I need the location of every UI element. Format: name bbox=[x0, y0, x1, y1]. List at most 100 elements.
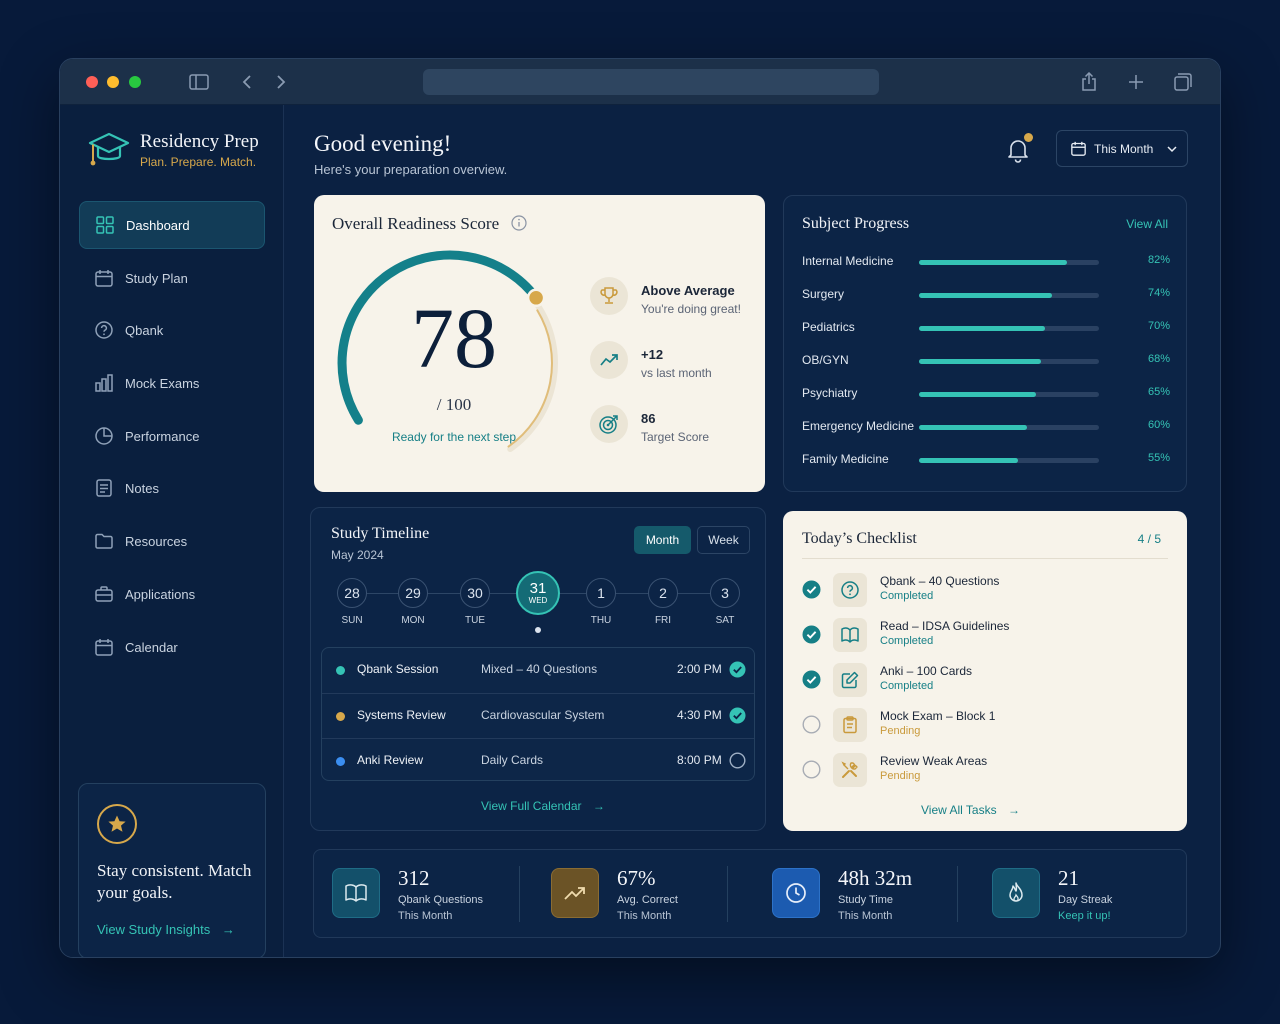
checklist-item[interactable]: Read – IDSA Guidelines Completed bbox=[802, 618, 1168, 658]
check-circle-icon[interactable] bbox=[802, 580, 821, 599]
address-bar[interactable] bbox=[423, 69, 879, 95]
arrow-right-icon: → bbox=[592, 799, 605, 813]
sidebar-toggle-icon[interactable] bbox=[188, 71, 210, 93]
check-circle-icon[interactable] bbox=[802, 670, 821, 689]
subject-name: Internal Medicine bbox=[802, 254, 894, 268]
stat-label: Qbank Questions bbox=[398, 894, 483, 906]
subject-progress-track bbox=[919, 326, 1099, 331]
calendar-icon bbox=[95, 639, 113, 656]
checklist-card: Today’s Checklist 4 / 5 Qbank – 40 Quest… bbox=[783, 511, 1187, 831]
subject-row: Surgery 74% bbox=[802, 285, 1170, 305]
sidebar-item-label: Resources bbox=[125, 533, 188, 549]
sidebar-item-notes[interactable]: Notes bbox=[79, 464, 265, 512]
arrow-right-icon: → bbox=[221, 922, 235, 937]
check-circle-icon[interactable] bbox=[729, 661, 746, 678]
session-row[interactable]: Qbank Session Mixed – 40 Questions 2:00 PM bbox=[322, 648, 754, 692]
checklist-item[interactable]: Anki – 100 Cards Completed bbox=[802, 663, 1168, 703]
subject-progress-fill bbox=[919, 260, 1067, 265]
checklist-item[interactable]: Review Weak Areas Pending bbox=[802, 753, 1168, 793]
stat-period: This Month bbox=[617, 910, 672, 922]
empty-circle-icon[interactable] bbox=[802, 715, 821, 734]
trophy-icon bbox=[590, 277, 628, 315]
notes-icon bbox=[96, 479, 112, 497]
folder-icon bbox=[95, 533, 113, 549]
subject-progress-card: Subject Progress View All Internal Medic… bbox=[783, 195, 1187, 492]
day-31[interactable]: 31 WED bbox=[516, 571, 560, 615]
tools-icon bbox=[833, 753, 867, 787]
sidebar-item-study-plan[interactable]: Study Plan bbox=[79, 254, 265, 302]
calendar-icon bbox=[1071, 141, 1086, 156]
share-icon[interactable] bbox=[1078, 71, 1100, 93]
sidebar-item-mock-exams[interactable]: Mock Exams bbox=[79, 359, 265, 407]
session-color-dot bbox=[336, 757, 345, 766]
new-tab-icon[interactable] bbox=[1125, 71, 1147, 93]
day-number: 1 bbox=[597, 585, 605, 601]
brand-title: Residency Prep bbox=[140, 131, 259, 152]
session-description: Cardiovascular System bbox=[481, 708, 605, 722]
stat-change-sub: vs last month bbox=[641, 366, 712, 380]
checklist-item[interactable]: Mock Exam – Block 1 Pending bbox=[802, 708, 1168, 748]
check-circle-icon[interactable] bbox=[802, 625, 821, 644]
sidebar-item-performance[interactable]: Performance bbox=[79, 412, 265, 460]
maximize-window-button[interactable] bbox=[129, 76, 141, 88]
day-label: THU bbox=[590, 615, 612, 626]
minimize-window-button[interactable] bbox=[107, 76, 119, 88]
page-subtitle: Here's your preparation overview. bbox=[314, 162, 508, 177]
subject-percent: 82% bbox=[1147, 254, 1170, 266]
sidebar-item-dashboard[interactable]: Dashboard bbox=[79, 201, 265, 249]
empty-circle-icon[interactable] bbox=[802, 760, 821, 779]
back-icon[interactable] bbox=[236, 71, 258, 93]
session-name: Systems Review bbox=[357, 708, 446, 722]
sidebar-item-calendar[interactable]: Calendar bbox=[79, 623, 265, 671]
day-30[interactable]: 30 bbox=[460, 578, 490, 608]
subject-progress-track bbox=[919, 293, 1099, 298]
sidebar-item-label: Notes bbox=[125, 480, 159, 496]
subject-row: Internal Medicine 82% bbox=[802, 252, 1170, 272]
gauge-progress-arc bbox=[337, 250, 541, 425]
subject-progress-track bbox=[919, 359, 1099, 364]
trend-up-icon bbox=[551, 868, 599, 918]
view-full-calendar-link[interactable]: View Full Calendar → bbox=[481, 799, 605, 813]
view-study-insights-link[interactable]: View Study Insights → bbox=[97, 922, 235, 937]
day-1[interactable]: 1 bbox=[586, 578, 616, 608]
day-3[interactable]: 3 bbox=[710, 578, 740, 608]
view-all-subjects-link[interactable]: View All bbox=[1126, 217, 1168, 231]
session-description: Mixed – 40 Questions bbox=[481, 662, 598, 676]
session-name: Anki Review bbox=[357, 753, 424, 767]
day-28[interactable]: 28 bbox=[337, 578, 367, 608]
sidebar-item-label: Qbank bbox=[125, 322, 164, 338]
checklist-item-status: Completed bbox=[880, 635, 934, 647]
tab-week[interactable]: Week bbox=[697, 526, 750, 554]
session-row[interactable]: Systems Review Cardiovascular System 4:30 … bbox=[322, 693, 754, 737]
info-icon[interactable] bbox=[511, 215, 527, 231]
day-2[interactable]: 2 bbox=[648, 578, 678, 608]
check-circle-icon[interactable] bbox=[729, 707, 746, 724]
checklist-item[interactable]: Qbank – 40 Questions Completed bbox=[802, 573, 1168, 613]
view-all-tasks-link[interactable]: View All Tasks → bbox=[921, 803, 1020, 817]
session-row[interactable]: Anki Review Daily Cards 8:00 PM bbox=[322, 738, 754, 782]
clipboard-icon bbox=[833, 708, 867, 742]
period-select[interactable]: This Month bbox=[1056, 130, 1188, 167]
sidebar-item-qbank[interactable]: Qbank bbox=[79, 306, 265, 354]
subject-name: OB/GYN bbox=[802, 353, 849, 367]
star-icon bbox=[97, 804, 137, 844]
subject-row: Psychiatry 65% bbox=[802, 384, 1170, 404]
day-29[interactable]: 29 bbox=[398, 578, 428, 608]
empty-circle-icon[interactable] bbox=[729, 752, 746, 769]
sidebar-item-applications[interactable]: Applications bbox=[79, 570, 265, 618]
subject-name: Pediatrics bbox=[802, 320, 855, 334]
tab-month[interactable]: Month bbox=[634, 526, 691, 554]
notification-bell-icon[interactable] bbox=[1006, 137, 1034, 165]
gauge-knob bbox=[526, 288, 546, 308]
app-window: Residency Prep Plan. Prepare. Match. Das… bbox=[59, 58, 1221, 958]
day-number: 2 bbox=[659, 585, 667, 601]
stat-value: 48h 32m bbox=[838, 866, 913, 890]
session-name: Qbank Session bbox=[357, 662, 439, 676]
checklist-item-name: Review Weak Areas bbox=[880, 754, 988, 768]
tabs-overview-icon[interactable] bbox=[1172, 71, 1194, 93]
sidebar-item-resources[interactable]: Resources bbox=[79, 517, 265, 565]
readiness-score: 78 bbox=[411, 290, 497, 386]
session-list: Qbank Session Mixed – 40 Questions 2:00 PM… bbox=[321, 647, 755, 781]
close-window-button[interactable] bbox=[86, 76, 98, 88]
forward-icon[interactable] bbox=[270, 71, 292, 93]
